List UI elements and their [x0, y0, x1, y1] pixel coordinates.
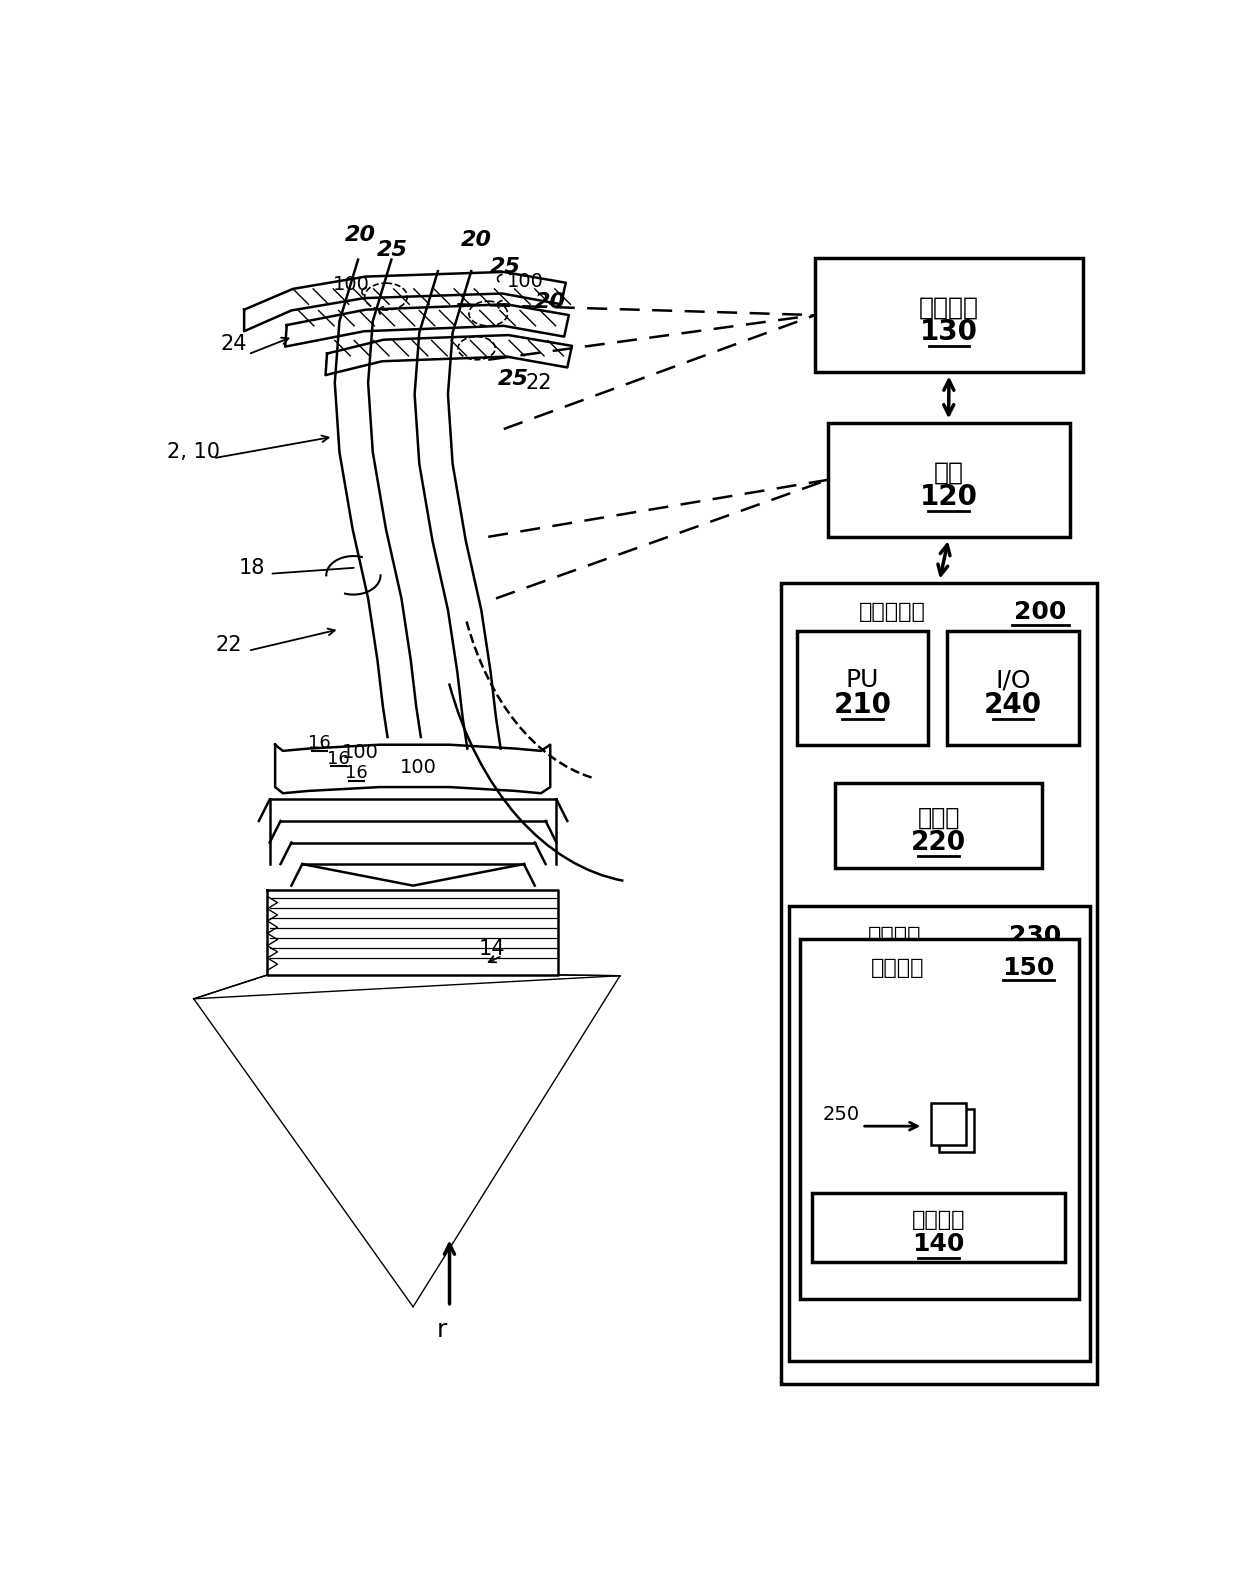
Bar [781, 584, 1097, 1385]
Bar [931, 1102, 966, 1145]
Text: I/O: I/O [996, 668, 1030, 691]
Text: 120: 120 [920, 482, 977, 511]
Text: 130: 130 [920, 319, 978, 346]
Text: 200: 200 [1014, 600, 1066, 625]
Text: 22: 22 [216, 634, 242, 655]
Bar [947, 631, 1079, 745]
Text: 25: 25 [497, 370, 528, 389]
Bar [816, 259, 1083, 373]
Bar [939, 1109, 973, 1151]
Text: 存储装置: 存储装置 [868, 926, 921, 945]
Bar [828, 423, 1069, 536]
Text: 14: 14 [479, 939, 506, 960]
Text: 220: 220 [911, 829, 966, 855]
Text: 存储器: 存储器 [918, 806, 960, 829]
Text: 16: 16 [327, 750, 350, 768]
Text: 25: 25 [490, 257, 521, 278]
Text: 16: 16 [308, 734, 331, 752]
Text: 分析系统: 分析系统 [870, 958, 924, 979]
Text: 20: 20 [345, 225, 376, 244]
Text: 20: 20 [534, 292, 565, 312]
Text: 18: 18 [238, 558, 265, 577]
Text: 16: 16 [345, 764, 368, 782]
Text: 25: 25 [377, 241, 408, 260]
Text: 140: 140 [913, 1232, 965, 1256]
Text: 210: 210 [833, 690, 892, 718]
Text: 150: 150 [1002, 956, 1055, 980]
Text: 2, 10: 2, 10 [167, 442, 221, 462]
Text: 100: 100 [332, 274, 370, 293]
Text: 24: 24 [221, 335, 247, 354]
Text: 20: 20 [461, 230, 492, 251]
Bar [812, 1193, 1065, 1262]
Text: 数据文件: 数据文件 [911, 1210, 965, 1229]
Text: 22: 22 [526, 373, 552, 393]
Bar [800, 939, 1079, 1299]
Text: 计算机系统: 计算机系统 [858, 603, 925, 622]
Text: 250: 250 [823, 1105, 861, 1124]
Text: 用户: 用户 [934, 460, 963, 484]
Text: 检测系统: 检测系统 [919, 295, 980, 319]
Text: 230: 230 [1009, 923, 1061, 948]
Text: 240: 240 [983, 690, 1042, 718]
Text: r: r [436, 1318, 446, 1342]
Text: 100: 100 [342, 742, 378, 761]
Text: 100: 100 [507, 271, 544, 290]
Bar [836, 783, 1042, 868]
Bar [789, 907, 1090, 1361]
Text: PU: PU [846, 668, 879, 691]
Bar [797, 631, 929, 745]
Text: 100: 100 [401, 758, 436, 777]
